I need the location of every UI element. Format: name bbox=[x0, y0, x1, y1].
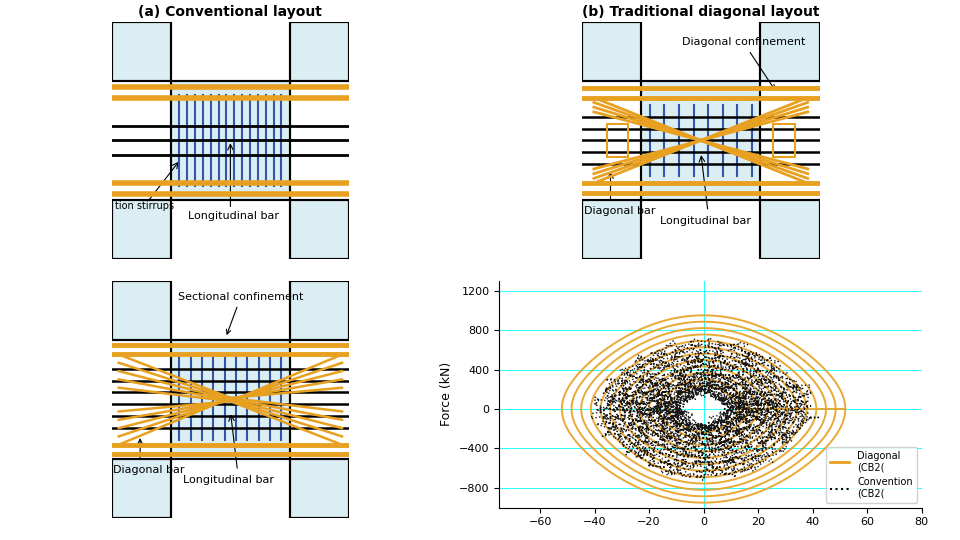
Title: (a) Conventional layout: (a) Conventional layout bbox=[138, 5, 323, 19]
Bar bbox=[171, 340, 290, 459]
Bar bbox=[582, 200, 641, 259]
Bar bbox=[641, 81, 760, 200]
Text: Diagonal confinement: Diagonal confinement bbox=[682, 37, 805, 90]
Bar bbox=[171, 340, 290, 459]
Bar bbox=[760, 22, 820, 81]
Bar bbox=[111, 22, 171, 81]
Bar bbox=[111, 281, 171, 340]
Bar bbox=[290, 22, 349, 81]
Bar bbox=[111, 459, 171, 518]
Text: Sectional confinement: Sectional confinement bbox=[179, 292, 303, 334]
Bar bbox=[111, 22, 171, 81]
Bar bbox=[111, 459, 171, 518]
Bar bbox=[290, 281, 349, 340]
Y-axis label: Force (kN): Force (kN) bbox=[441, 362, 453, 426]
Bar bbox=[582, 22, 641, 81]
Bar bbox=[171, 81, 290, 200]
Bar bbox=[760, 22, 820, 81]
Legend: Diagonal
(CB2(, Convention
(CB2(: Diagonal (CB2(, Convention (CB2( bbox=[827, 447, 917, 503]
Text: Diagonal bar: Diagonal bar bbox=[585, 206, 656, 216]
Bar bbox=[290, 200, 349, 259]
Text: Longitudinal bar: Longitudinal bar bbox=[187, 211, 278, 221]
Bar bbox=[760, 200, 820, 259]
Bar bbox=[290, 459, 349, 518]
Bar bbox=[111, 200, 171, 259]
Bar bbox=[607, 124, 629, 157]
Title: (b) Traditional diagonal layout: (b) Traditional diagonal layout bbox=[582, 5, 820, 19]
Text: tion stirrups: tion stirrups bbox=[115, 201, 175, 211]
Bar bbox=[582, 22, 641, 81]
Bar bbox=[290, 459, 349, 518]
Bar bbox=[171, 81, 290, 200]
Bar bbox=[111, 281, 171, 340]
Text: Longitudinal bar: Longitudinal bar bbox=[660, 215, 752, 226]
Bar bbox=[641, 81, 760, 200]
Bar bbox=[773, 124, 795, 157]
Bar bbox=[290, 22, 349, 81]
Bar bbox=[111, 200, 171, 259]
Text: Longitudinal bar: Longitudinal bar bbox=[183, 475, 274, 485]
Bar bbox=[290, 200, 349, 259]
Bar bbox=[582, 200, 641, 259]
Bar bbox=[760, 200, 820, 259]
Bar bbox=[290, 281, 349, 340]
Text: Diagonal bar: Diagonal bar bbox=[112, 465, 184, 475]
